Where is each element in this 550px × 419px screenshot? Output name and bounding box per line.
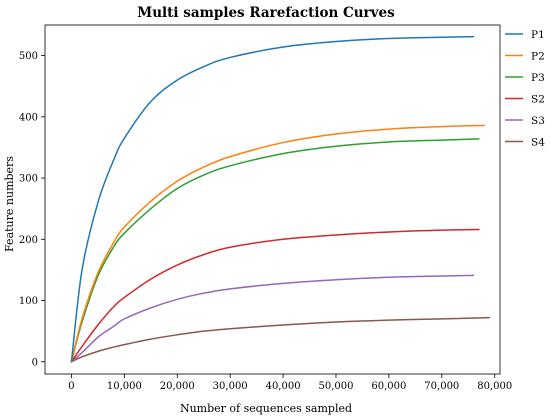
y-axis-ticks: 0 100 200 300 400 500 [19, 51, 45, 368]
legend-label-p2: P2 [531, 51, 545, 63]
x-tick-label: 70,000 [424, 381, 459, 392]
y-tick-label: 400 [19, 112, 38, 123]
x-tick-label: 40,000 [266, 381, 301, 392]
x-tick-label: 0 [68, 381, 74, 392]
legend-label-s4: S4 [531, 137, 545, 149]
series-line-p3 [70, 138, 480, 363]
legend-label-s3: S3 [531, 115, 545, 127]
legend-label-p1: P1 [531, 29, 545, 41]
y-tick-label: 100 [19, 296, 38, 307]
series-line-s2 [70, 228, 480, 363]
y-tick-label: 200 [19, 235, 38, 246]
y-tick-label: 0 [32, 357, 38, 368]
legend-label-p3: P3 [531, 72, 545, 84]
x-axis-ticks: 0 10,000 20,000 30,000 40,000 50,000 60,000 70,… [68, 374, 512, 392]
series-line-s3 [70, 274, 475, 363]
legend: P1 P2 P3 S2 S3 S4 [505, 29, 545, 149]
x-axis-label: Number of sequences sampled [180, 402, 352, 415]
x-tick-label: 50,000 [318, 381, 353, 392]
y-tick-label: 300 [19, 174, 38, 185]
series-line-p1 [70, 35, 475, 363]
y-axis-label: Feature numbers [3, 156, 16, 252]
x-tick-label: 80,000 [477, 381, 512, 392]
chart-title: Multi samples Rarefaction Curves [137, 5, 395, 21]
y-tick-label: 500 [19, 51, 38, 62]
x-tick-label: 60,000 [371, 381, 406, 392]
legend-label-s2: S2 [531, 94, 545, 106]
series-lines [70, 35, 491, 363]
series-line-p2 [70, 124, 485, 363]
x-tick-label: 20,000 [160, 381, 195, 392]
series-line-s4 [70, 316, 491, 363]
plot-frame [44, 24, 501, 375]
x-tick-label: 10,000 [107, 381, 142, 392]
x-tick-label: 30,000 [213, 381, 248, 392]
